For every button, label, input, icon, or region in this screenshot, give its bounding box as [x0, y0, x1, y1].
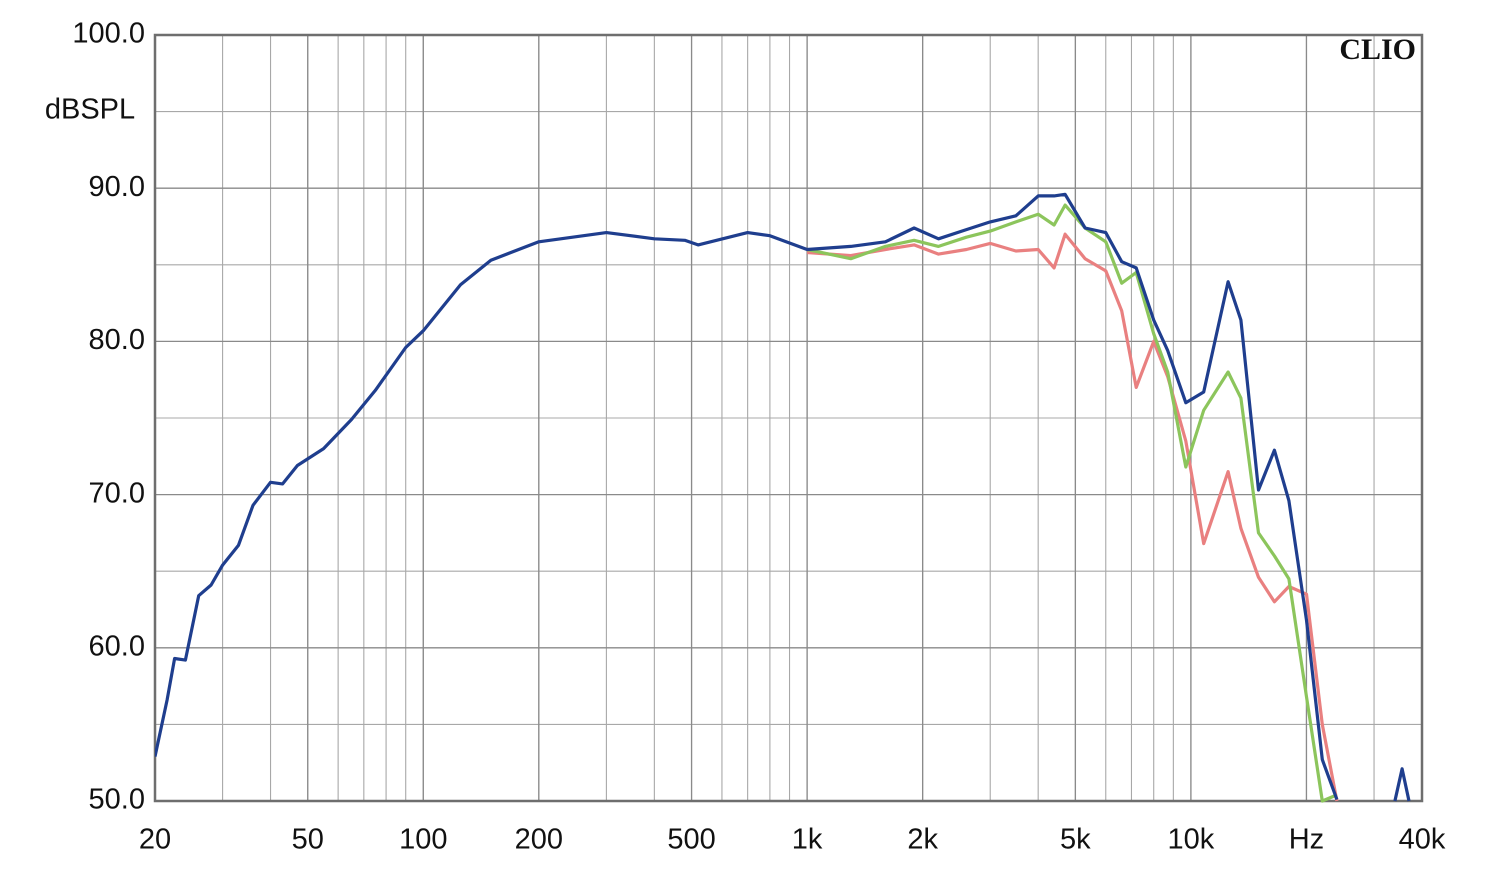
y-tick-label: 100.0 [72, 18, 145, 50]
x-tick-label: 10k [1168, 824, 1215, 856]
x-tick-label: 20 [139, 824, 171, 856]
x-tick-label: 40k [1399, 824, 1446, 856]
x-tick-label: 2k [907, 824, 938, 856]
y-tick-label: 70.0 [89, 477, 145, 509]
y-tick-label: 80.0 [89, 324, 145, 356]
y-tick-label: 60.0 [89, 630, 145, 662]
plot-border [153, 33, 1424, 803]
x-tick-label: 100 [399, 824, 447, 856]
x-tick-label: 200 [515, 824, 563, 856]
x-tick-label: 50 [292, 824, 324, 856]
series-line [806, 203, 1338, 803]
watermark: CLIO [1339, 33, 1416, 66]
series-line [155, 192, 1411, 802]
y-tick-label: 90.0 [89, 171, 145, 203]
x-tick-label: 1k [792, 824, 823, 856]
y-axis-label: dBSPL [45, 94, 135, 126]
x-tick-label: 500 [667, 824, 715, 856]
y-tick-label: 50.0 [89, 784, 145, 816]
x-tick-label: Hz [1289, 824, 1324, 856]
series-line [806, 232, 1339, 802]
x-tick-label: 5k [1060, 824, 1091, 856]
